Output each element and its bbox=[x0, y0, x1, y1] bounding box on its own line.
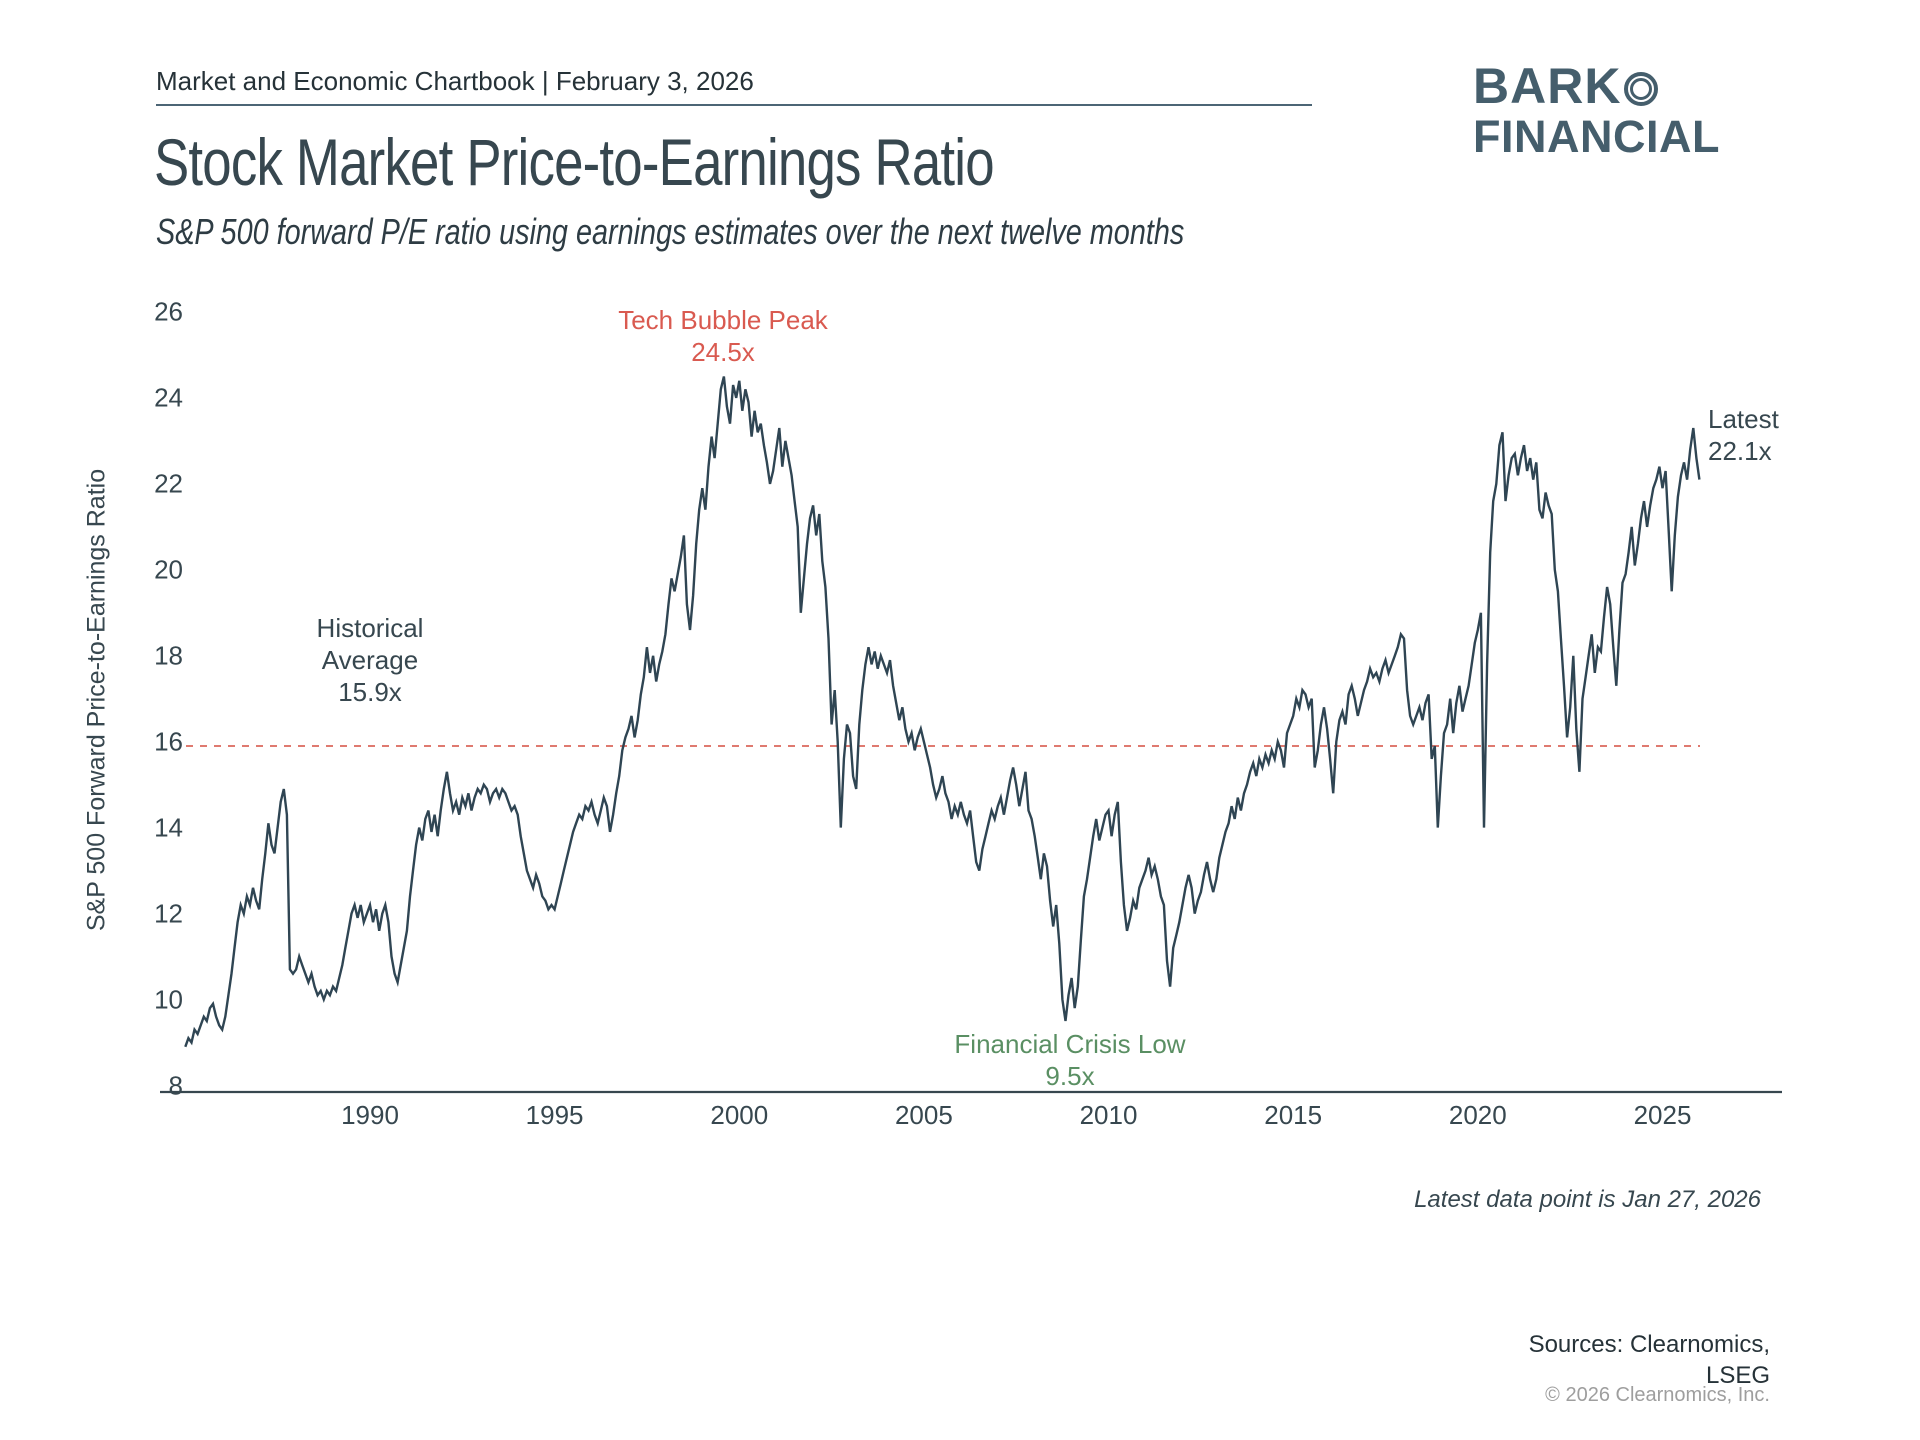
sources-line-2: LSEG bbox=[1705, 1362, 1770, 1389]
sources-note: Sources: Clearnomics, LSEG bbox=[1529, 1329, 1770, 1391]
latest-value: 22.1x bbox=[1708, 436, 1772, 466]
page-subtitle: S&P 500 forward P/E ratio using earnings… bbox=[156, 211, 1185, 252]
y-tick-label: 26 bbox=[154, 296, 183, 327]
logo-text-bark: BARK bbox=[1473, 58, 1622, 114]
historical-average-label-2: Average bbox=[321, 645, 419, 675]
y-tick-label: 12 bbox=[154, 898, 183, 929]
y-tick-label: 24 bbox=[154, 382, 183, 413]
x-tick-label: 2010 bbox=[1079, 1100, 1138, 1130]
y-tick-label: 8 bbox=[168, 1070, 183, 1100]
x-tick-label: 2025 bbox=[1633, 1100, 1692, 1130]
page-title: Stock Market Price-to-Earnings Ratio bbox=[154, 125, 995, 199]
y-tick-label: 10 bbox=[154, 984, 183, 1014]
tech-bubble-value: 24.5x bbox=[691, 337, 755, 367]
chartbook-header: Market and Economic Chartbook | February… bbox=[156, 66, 754, 96]
historical-average-label-1: Historical bbox=[316, 613, 424, 643]
financial-crisis-label: Financial Crisis Low bbox=[954, 1029, 1186, 1059]
logo-ring-icon bbox=[1624, 72, 1659, 106]
x-tick-label: 2015 bbox=[1264, 1100, 1323, 1130]
pe-ratio-series-line bbox=[184, 376, 1701, 1048]
y-tick-label: 14 bbox=[154, 812, 183, 843]
x-tick-label: 2000 bbox=[710, 1100, 769, 1130]
sources-line-1: Sources: Clearnomics, bbox=[1528, 1331, 1770, 1358]
tech-bubble-label: Tech Bubble Peak bbox=[618, 305, 828, 335]
y-tick-label: 22 bbox=[154, 468, 183, 499]
logo-wordmark-bottom: FINANCIAL bbox=[1473, 111, 1720, 162]
historical-average-value: 15.9x bbox=[338, 677, 402, 707]
copyright-note: © 2026 Clearnomics, Inc. bbox=[1545, 1384, 1770, 1406]
financial-crisis-value: 9.5x bbox=[1045, 1061, 1095, 1091]
annotation-latest: Latest 22.1x bbox=[1708, 403, 1779, 467]
latest-label: Latest bbox=[1708, 404, 1779, 434]
x-tick-label: 2020 bbox=[1448, 1100, 1507, 1130]
brand-logo: BARK FINANCIAL bbox=[1473, 60, 1720, 162]
y-tick-label: 16 bbox=[154, 726, 183, 757]
annotation-tech-bubble-peak: Tech Bubble Peak 24.5x bbox=[618, 304, 828, 368]
x-tick-label: 2005 bbox=[894, 1100, 953, 1130]
y-tick-label: 18 bbox=[154, 640, 183, 671]
y-tick-label: 20 bbox=[154, 554, 183, 585]
annotation-financial-crisis-low: Financial Crisis Low 9.5x bbox=[954, 1028, 1185, 1092]
annotation-historical-average: Historical Average 15.9x bbox=[317, 612, 424, 708]
x-tick-label: 1990 bbox=[341, 1100, 399, 1130]
header-divider bbox=[156, 104, 1312, 106]
latest-data-point-note: Latest data point is Jan 27, 2026 bbox=[1414, 1186, 1761, 1213]
x-tick-label: 1995 bbox=[525, 1100, 584, 1130]
logo-wordmark-top: BARK bbox=[1473, 60, 1720, 112]
